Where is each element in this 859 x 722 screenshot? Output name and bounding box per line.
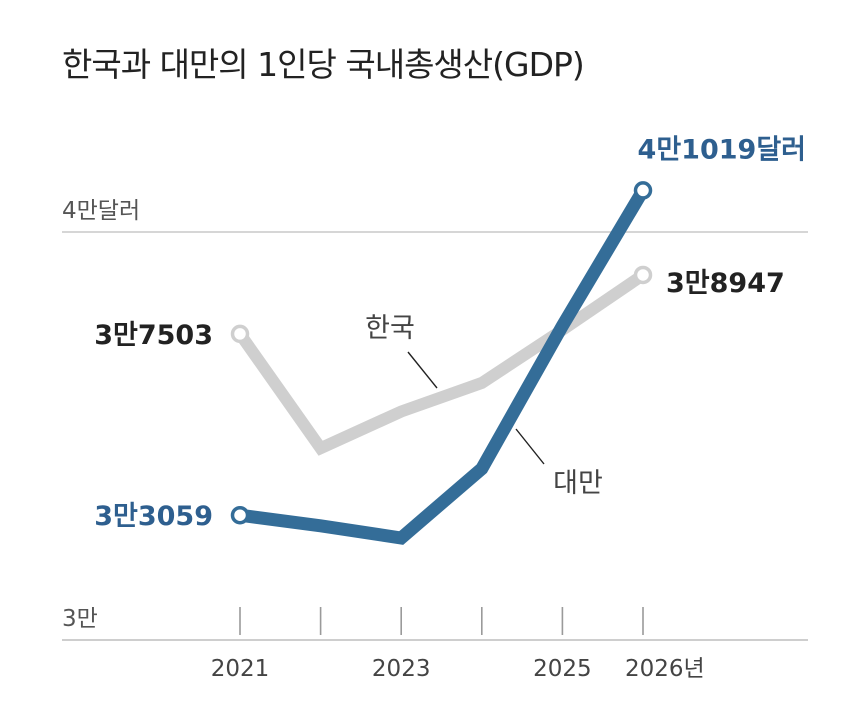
korea-start-value-label: 3만7503 xyxy=(94,320,213,351)
chart-title: 한국과 대만의 1인당 국내총생산(GDP) xyxy=(62,45,585,84)
series-start-marker xyxy=(230,505,250,525)
y-tick-label: 3만 xyxy=(62,606,98,632)
x-tick-label: 2023 xyxy=(372,656,431,682)
x-tick-label: 2025 xyxy=(533,656,592,682)
taiwan-start-value-label: 3만3059 xyxy=(94,501,213,532)
series-lines-group xyxy=(230,181,653,545)
taiwan-leader-line xyxy=(515,428,545,465)
korea-end-value-label: 3만8947 xyxy=(666,268,785,299)
korea-leader-line xyxy=(407,351,438,389)
x-tick-label: 2021 xyxy=(211,656,270,682)
x-tick-label: 2026년 xyxy=(625,656,705,682)
series-start-marker xyxy=(230,324,250,344)
series-line-0 xyxy=(235,270,647,456)
taiwan-series-label: 대만 xyxy=(553,468,603,499)
series-end-marker xyxy=(633,181,653,200)
korea-series-label: 한국 xyxy=(365,313,415,344)
taiwan-end-value-label: 4만1019달러 xyxy=(638,134,806,165)
y-tick-label: 4만달러 xyxy=(62,198,140,224)
series-line-1 xyxy=(239,187,649,545)
series-end-marker xyxy=(633,265,653,285)
axes-group: 3만 4만달러 2021 2023 2025 2026년 xyxy=(62,198,808,682)
